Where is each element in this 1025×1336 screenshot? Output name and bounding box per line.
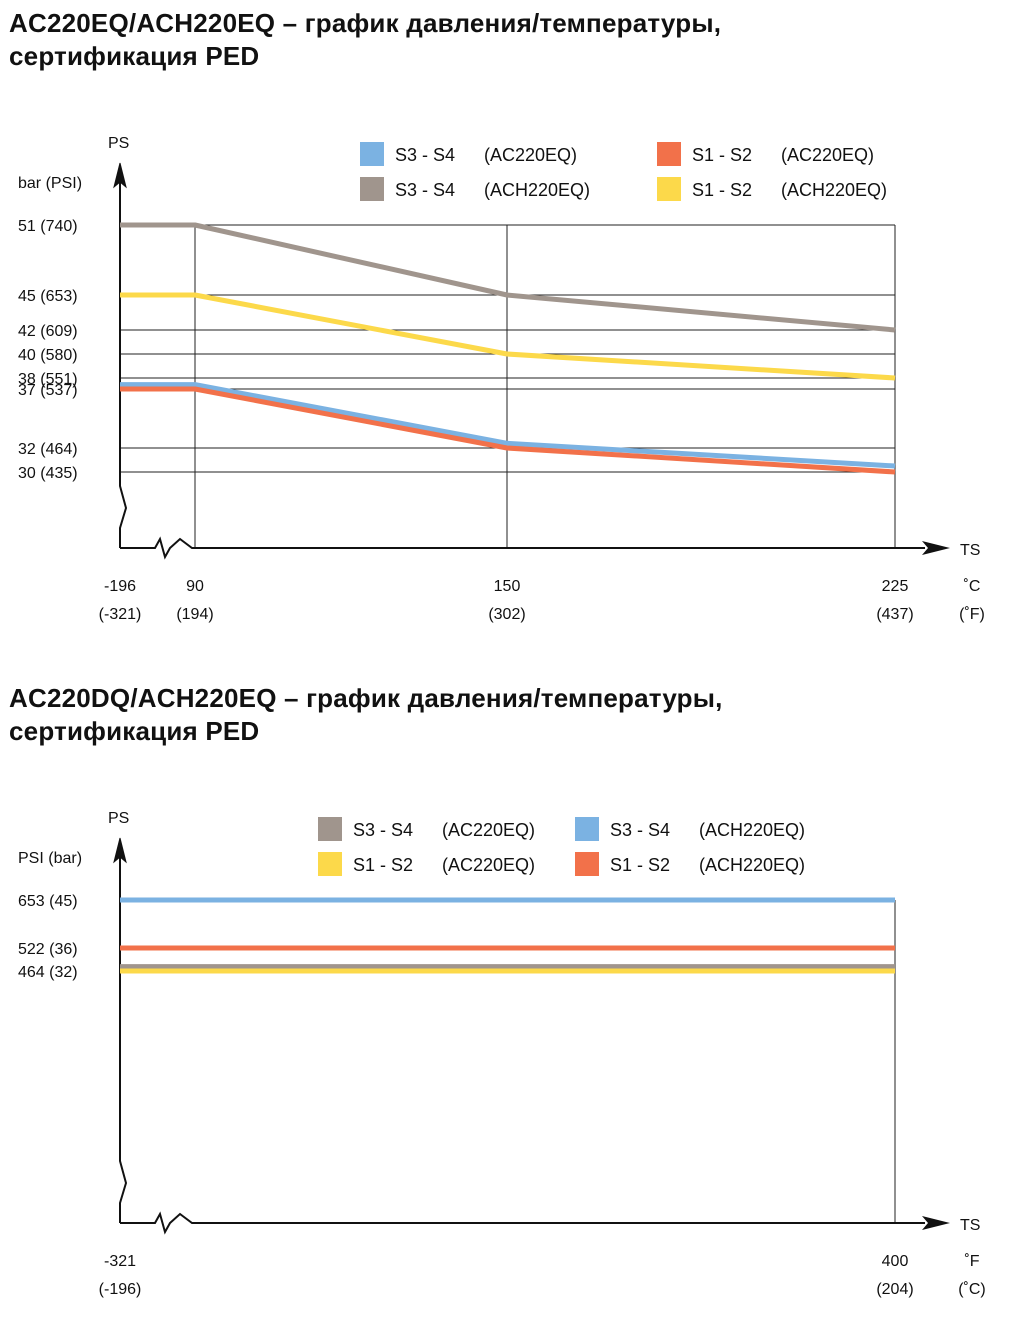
pressure-temperature-chart-1: PS bar (PSI) TS 51 (740) 45 (653) 42 (609) 40 … — [18, 135, 985, 623]
x-axis-name: TS — [960, 1217, 980, 1234]
legend-series-name: S3 - S4 — [395, 145, 455, 165]
legend-swatch — [318, 852, 342, 876]
x-unit-sublabel: (˚F) — [959, 606, 985, 623]
legend-swatch — [575, 817, 599, 841]
y-tick-label: 522 (36) — [18, 941, 78, 958]
pressure-temperature-chart-2: PS PSI (bar) TS 653 (45) 522 (36) 464 (32) -32… — [18, 810, 986, 1298]
x-tick-sublabel: (204) — [876, 1281, 913, 1298]
x-tick-label: -196 — [104, 578, 136, 595]
chart-1-title: AC220EQ/ACH220EQ – график давления/темпе… — [9, 7, 721, 73]
series-line-0 — [120, 222, 896, 333]
y-axis-arrow — [113, 162, 127, 189]
y-tick-label: 30 (435) — [18, 465, 78, 482]
chart-2-title-line-1: AC220DQ/ACH220EQ – график давления/темпе… — [9, 683, 723, 713]
legend-swatch — [575, 852, 599, 876]
x-tick-sublabel: (194) — [176, 606, 213, 623]
y-axis-name: PS — [108, 810, 129, 827]
y-tick-label: 51 (740) — [18, 218, 78, 235]
legend-series-name: S3 - S4 — [353, 820, 413, 840]
legend-series-name: S1 - S2 — [692, 145, 752, 165]
x-axis — [120, 536, 925, 560]
x-tick-label: 400 — [882, 1253, 909, 1270]
legend-series-model: (AC220EQ) — [781, 145, 874, 165]
y-tick-label: 40 (580) — [18, 347, 78, 364]
x-unit-label: ˚F — [964, 1253, 979, 1270]
legend-swatch — [657, 177, 681, 201]
x-tick-label: 90 — [186, 578, 204, 595]
y-axis-unit: PSI (bar) — [18, 850, 82, 867]
legend-series-name: S3 - S4 — [610, 820, 670, 840]
legend-series-model: (AC220EQ) — [442, 820, 535, 840]
y-axis-name: PS — [108, 135, 129, 152]
y-tick-label: 653 (45) — [18, 893, 78, 910]
chart-1-title-line-2: сертификация PED — [9, 41, 260, 71]
x-axis-name: TS — [960, 542, 980, 559]
x-tick-sublabel: (-321) — [99, 606, 142, 623]
legend-series-name: S1 - S2 — [353, 855, 413, 875]
legend-swatch — [360, 177, 384, 201]
y-tick-label: 37 (537) — [18, 382, 78, 399]
x-axis — [120, 1211, 925, 1235]
x-tick-sublabel: (437) — [876, 606, 913, 623]
x-unit-sublabel: (˚C) — [958, 1281, 986, 1298]
y-tick-label: 32 (464) — [18, 441, 78, 458]
legend-series-model: (ACH220EQ) — [699, 820, 805, 840]
legend-series-model: (ACH220EQ) — [699, 855, 805, 875]
x-tick-sublabel: (302) — [488, 606, 525, 623]
x-unit-label: ˚C — [964, 578, 981, 595]
x-axis-arrow — [922, 1216, 950, 1230]
legend-series-model: (ACH220EQ) — [484, 180, 590, 200]
legend-series-model: (AC220EQ) — [442, 855, 535, 875]
legend-swatch — [318, 817, 342, 841]
series-line-2 — [120, 382, 896, 469]
x-tick-sublabel: (-196) — [99, 1281, 142, 1298]
x-tick-label: -321 — [104, 1253, 136, 1270]
legend-swatch — [360, 142, 384, 166]
legend-series-name: S1 - S2 — [692, 180, 752, 200]
y-tick-label: 38 (551) — [18, 371, 78, 388]
legend-series-model: (ACH220EQ) — [781, 180, 887, 200]
series-line-3 — [120, 386, 896, 475]
chart-2-title: AC220DQ/ACH220EQ – график давления/темпе… — [9, 682, 723, 748]
x-tick-label: 225 — [882, 578, 909, 595]
y-tick-label: 464 (32) — [18, 964, 78, 981]
x-tick-label: 150 — [494, 578, 521, 595]
x-axis-arrow — [922, 541, 950, 555]
legend-series-name: S3 - S4 — [395, 180, 455, 200]
y-axis — [119, 845, 128, 1223]
y-axis-arrow — [113, 837, 127, 864]
legend-series-model: (AC220EQ) — [484, 145, 577, 165]
y-tick-label: 45 (653) — [18, 288, 78, 305]
y-axis-unit: bar (PSI) — [18, 175, 82, 192]
series-line-1 — [120, 292, 896, 381]
chart-2-title-line-2: сертификация PED — [9, 716, 260, 746]
legend-swatch — [657, 142, 681, 166]
chart-1-title-line-1: AC220EQ/ACH220EQ – график давления/темпе… — [9, 8, 722, 38]
legend-series-name: S1 - S2 — [610, 855, 670, 875]
y-axis — [119, 170, 128, 548]
y-tick-label: 42 (609) — [18, 323, 78, 340]
